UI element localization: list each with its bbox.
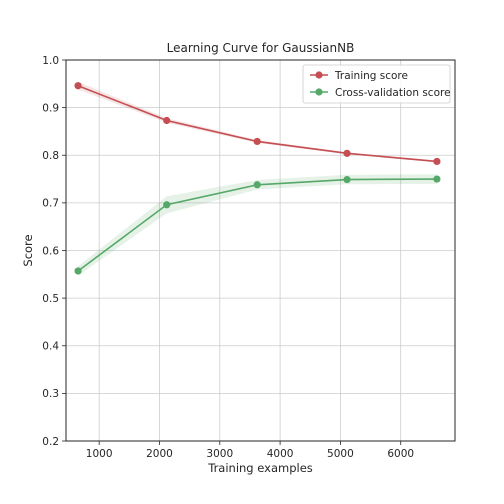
training-score-point — [74, 82, 82, 90]
x-tick-label: 4000 — [267, 448, 294, 460]
legend-label-cross-validation-score: Cross-validation score — [335, 87, 451, 99]
y-tick-label: 0.5 — [42, 293, 59, 305]
legend-label-training-score: Training score — [334, 70, 408, 82]
legend-marker-training-score — [315, 71, 323, 79]
y-tick-label: 0.6 — [42, 245, 59, 257]
chart-title: Learning Curve for GaussianNB — [167, 41, 355, 55]
y-tick-label: 0.8 — [42, 150, 59, 162]
axis-ticks: 0.2 0.3 0.4 0.5 0.6 0.7 0.8 0.9 1.0 1000 2000 3000 4… — [42, 55, 414, 460]
training-score-point — [253, 137, 261, 146]
x-axis-label: Training examples — [207, 461, 313, 475]
series-points — [74, 82, 441, 275]
y-tick-label: 0.4 — [42, 341, 59, 353]
x-tick-label: 1000 — [86, 448, 113, 460]
training-score-point — [433, 157, 441, 166]
x-tick-label: 3000 — [206, 448, 233, 460]
cross-validation-score-point — [343, 175, 351, 184]
y-tick-label: 1.0 — [42, 55, 59, 67]
score-bands — [78, 81, 437, 276]
legend: Training score Cross-validation score — [302, 64, 451, 104]
training-score-point — [343, 149, 351, 157]
x-tick-label: 6000 — [387, 448, 414, 460]
legend-box — [302, 64, 451, 104]
cross-validation-score-point — [163, 201, 171, 209]
y-tick-label: 0.7 — [42, 198, 59, 210]
y-tick-label: 0.3 — [42, 388, 59, 400]
training-score-point — [163, 116, 171, 125]
cross-validation-score-point — [74, 267, 82, 275]
cross-validation-score-point — [433, 175, 441, 183]
y-tick-label: 0.2 — [42, 436, 59, 448]
y-axis-label: Score — [21, 234, 35, 266]
y-tick-label: 0.9 — [42, 102, 59, 114]
legend-marker-cross-validation-score — [315, 88, 323, 96]
x-tick-label: 5000 — [327, 448, 354, 460]
cross-validation-score-point — [253, 181, 261, 189]
cross-validation-score-band — [78, 174, 437, 276]
x-tick-label: 2000 — [146, 448, 173, 460]
